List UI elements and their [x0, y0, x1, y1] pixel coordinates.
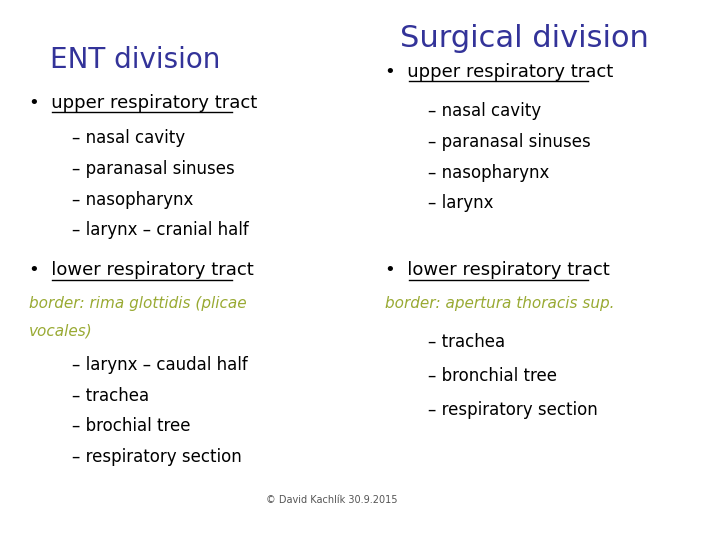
- Text: – trachea: – trachea: [428, 333, 505, 350]
- Text: Surgical division: Surgical division: [400, 24, 649, 53]
- Text: – nasopharynx: – nasopharynx: [428, 164, 550, 181]
- Text: border: apertura thoracis sup.: border: apertura thoracis sup.: [385, 296, 615, 311]
- Text: – bronchial tree: – bronchial tree: [428, 367, 557, 384]
- Text: – nasal cavity: – nasal cavity: [72, 129, 185, 147]
- Text: – nasal cavity: – nasal cavity: [428, 102, 541, 120]
- Text: •  upper respiratory tract: • upper respiratory tract: [385, 63, 613, 80]
- Text: – trachea: – trachea: [72, 387, 149, 404]
- Text: © David Kachlík 30.9.2015: © David Kachlík 30.9.2015: [266, 495, 398, 505]
- Text: – larynx – caudal half: – larynx – caudal half: [72, 356, 248, 374]
- Text: border: rima glottidis (plicae: border: rima glottidis (plicae: [29, 296, 246, 311]
- Text: •  upper respiratory tract: • upper respiratory tract: [29, 94, 257, 112]
- Text: – respiratory section: – respiratory section: [428, 401, 598, 418]
- Text: – paranasal sinuses: – paranasal sinuses: [72, 160, 235, 178]
- Text: •  lower respiratory tract: • lower respiratory tract: [385, 261, 610, 279]
- Text: – paranasal sinuses: – paranasal sinuses: [428, 133, 591, 151]
- Text: •  lower respiratory tract: • lower respiratory tract: [29, 261, 253, 279]
- Text: ENT division: ENT division: [50, 46, 221, 74]
- Text: – brochial tree: – brochial tree: [72, 417, 191, 435]
- Text: – nasopharynx: – nasopharynx: [72, 191, 194, 208]
- Text: – respiratory section: – respiratory section: [72, 448, 242, 466]
- Text: vocales): vocales): [29, 324, 93, 339]
- Text: – larynx – cranial half: – larynx – cranial half: [72, 221, 248, 239]
- Text: – larynx: – larynx: [428, 194, 494, 212]
